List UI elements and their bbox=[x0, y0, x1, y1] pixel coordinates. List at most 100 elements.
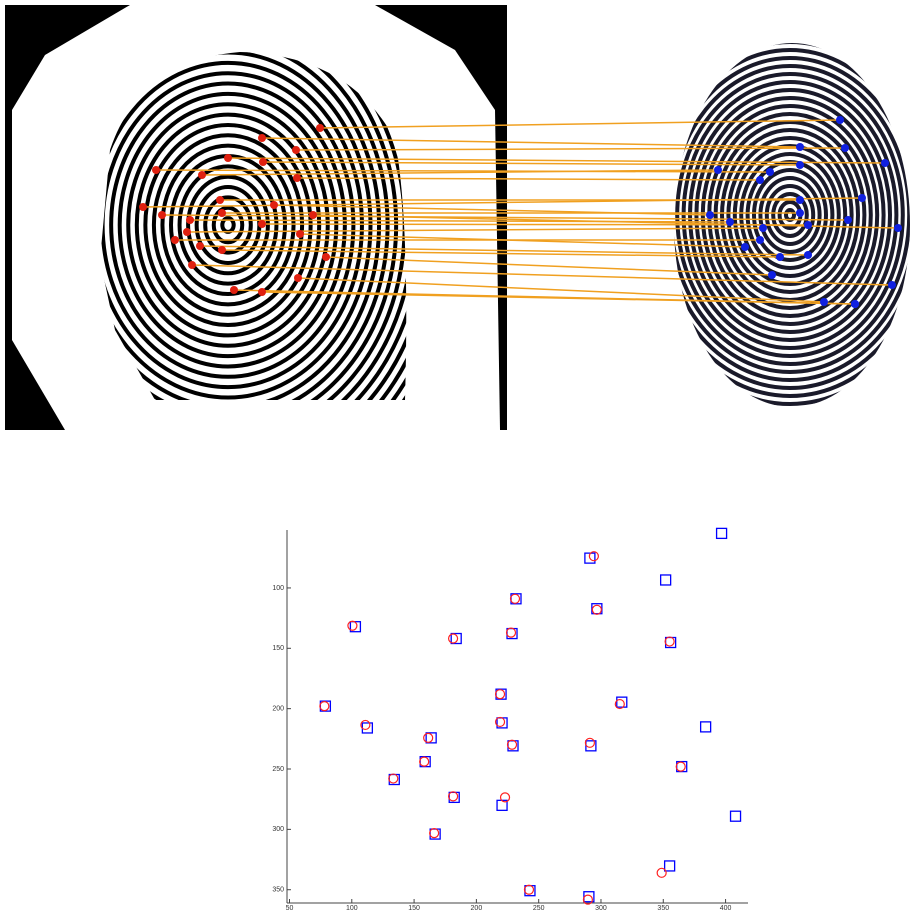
minutia-left bbox=[218, 209, 226, 217]
match-line bbox=[261, 223, 809, 226]
x-tick-label: 350 bbox=[657, 905, 669, 910]
minutia-left bbox=[322, 253, 330, 261]
minutia-left bbox=[139, 203, 147, 211]
circle-marker bbox=[664, 636, 675, 647]
square-marker bbox=[663, 860, 676, 872]
ridge bbox=[186, 174, 270, 276]
minutia-right bbox=[796, 196, 804, 204]
minutia-left bbox=[218, 246, 226, 254]
ridge bbox=[764, 184, 816, 246]
ridge bbox=[726, 136, 854, 294]
circle-marker bbox=[447, 633, 459, 644]
minutia-left bbox=[216, 196, 224, 204]
minutia-left bbox=[309, 211, 317, 219]
match-line bbox=[296, 177, 761, 181]
minutia-right bbox=[714, 166, 722, 174]
minutia-left bbox=[292, 146, 300, 154]
minutia-left bbox=[171, 236, 179, 244]
match-line bbox=[191, 264, 893, 286]
minutia-right bbox=[881, 159, 889, 167]
match-line bbox=[261, 291, 856, 305]
minutia-left bbox=[230, 286, 238, 294]
ridge bbox=[211, 205, 245, 245]
minutia-left bbox=[198, 171, 206, 179]
minutia-left bbox=[258, 288, 266, 296]
x-tick-label: 300 bbox=[595, 905, 607, 910]
square-marker bbox=[616, 696, 628, 708]
ridge bbox=[100, 52, 382, 400]
match-line bbox=[221, 249, 781, 258]
y-tick-label: 200 bbox=[272, 705, 284, 712]
minutia-left bbox=[316, 124, 324, 132]
circle-marker bbox=[423, 732, 434, 743]
x-tick-label: 100 bbox=[346, 905, 358, 910]
circle-marker bbox=[523, 884, 535, 895]
x-tick-label: 50 bbox=[286, 905, 294, 910]
square-marker bbox=[699, 721, 712, 733]
y-tick-label: 100 bbox=[272, 585, 284, 592]
minutia-left bbox=[259, 158, 267, 166]
minutia-right bbox=[759, 224, 767, 232]
circle-marker bbox=[591, 604, 602, 615]
square-marker bbox=[425, 732, 437, 744]
y-tick-label: 150 bbox=[272, 645, 284, 652]
circle-marker bbox=[656, 867, 667, 878]
minutia-right bbox=[841, 144, 849, 152]
minutia-right bbox=[844, 216, 852, 224]
minutia-left bbox=[258, 134, 266, 142]
match-line bbox=[227, 157, 886, 164]
ridge bbox=[674, 43, 910, 398]
minutia-left bbox=[152, 166, 160, 174]
match-line bbox=[297, 277, 825, 303]
square-marker bbox=[450, 632, 462, 645]
match-line bbox=[261, 137, 801, 148]
minutia-right bbox=[756, 176, 764, 184]
ridge bbox=[143, 122, 313, 328]
minutia-right bbox=[820, 298, 828, 306]
minutia-left bbox=[183, 228, 191, 236]
minutia-right bbox=[894, 224, 902, 232]
minutia-right bbox=[768, 271, 776, 279]
circle-marker bbox=[388, 773, 399, 784]
minutia-right bbox=[776, 253, 784, 261]
ridge bbox=[713, 120, 867, 310]
ridge bbox=[117, 91, 339, 359]
circle-marker bbox=[494, 716, 506, 728]
circle-marker bbox=[675, 761, 686, 772]
circle-marker bbox=[614, 698, 625, 710]
match-line bbox=[319, 119, 841, 129]
minutia-right bbox=[858, 194, 866, 202]
ridge bbox=[674, 56, 910, 374]
ridge bbox=[100, 52, 399, 400]
x-tick-label: 150 bbox=[408, 905, 420, 910]
circle-marker bbox=[319, 701, 330, 712]
ridge bbox=[100, 60, 364, 390]
minutia-left bbox=[294, 274, 302, 282]
circle-marker bbox=[509, 593, 521, 604]
ridge bbox=[752, 168, 828, 262]
circle-marker bbox=[588, 551, 599, 562]
minutia-right bbox=[706, 211, 714, 219]
minutia-right bbox=[836, 116, 844, 124]
minutia-right bbox=[796, 209, 804, 217]
minutia-left bbox=[158, 211, 166, 219]
ridge bbox=[109, 81, 347, 369]
minutia-left bbox=[293, 174, 301, 182]
x-tick-label: 400 bbox=[720, 905, 732, 910]
ridge bbox=[134, 112, 322, 338]
match-line bbox=[161, 214, 849, 221]
minutia-right bbox=[851, 300, 859, 308]
ridge bbox=[160, 143, 296, 307]
ridge bbox=[758, 176, 822, 254]
minutia-right bbox=[796, 161, 804, 169]
minutia-right bbox=[741, 243, 749, 251]
match-line bbox=[155, 169, 771, 173]
ridge bbox=[203, 195, 253, 255]
circle-marker bbox=[494, 689, 506, 700]
minutia-right bbox=[756, 236, 764, 244]
minutia-right bbox=[804, 251, 812, 259]
circle-marker bbox=[347, 620, 358, 631]
match-lines bbox=[139, 116, 902, 308]
y-tick-label: 250 bbox=[272, 766, 284, 773]
match-line bbox=[312, 214, 899, 229]
